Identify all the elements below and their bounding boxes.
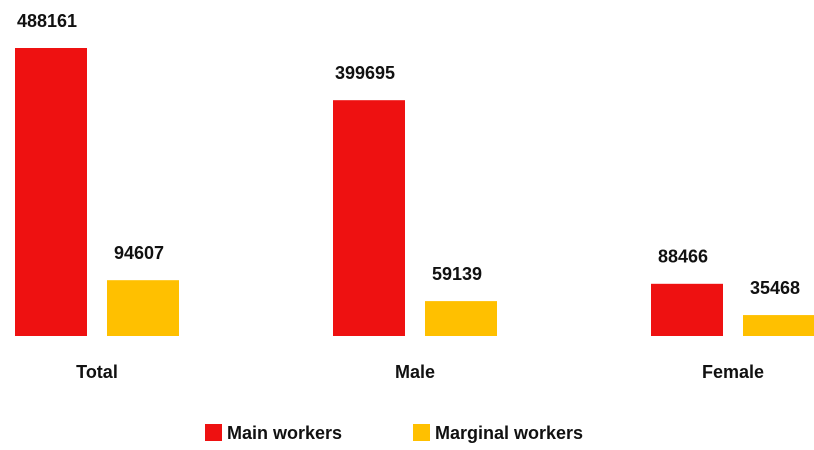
bar bbox=[107, 280, 179, 336]
value-label: 94607 bbox=[114, 243, 164, 263]
legend-label: Marginal workers bbox=[435, 423, 583, 443]
bar bbox=[425, 301, 497, 336]
value-label: 35468 bbox=[750, 278, 800, 298]
legend-swatch bbox=[205, 424, 222, 441]
bar bbox=[15, 48, 87, 336]
legend-label: Main workers bbox=[227, 423, 342, 443]
value-label: 59139 bbox=[432, 264, 482, 284]
value-label: 399695 bbox=[335, 63, 395, 83]
x-tick-label: Total bbox=[76, 362, 118, 382]
legend-swatch bbox=[413, 424, 430, 441]
bar bbox=[333, 100, 405, 336]
x-tick-label: Male bbox=[395, 362, 435, 382]
x-tick-label: Female bbox=[702, 362, 764, 382]
value-label: 88466 bbox=[658, 247, 708, 267]
bar bbox=[743, 315, 814, 336]
value-label: 488161 bbox=[17, 11, 77, 31]
bar bbox=[651, 283, 723, 336]
